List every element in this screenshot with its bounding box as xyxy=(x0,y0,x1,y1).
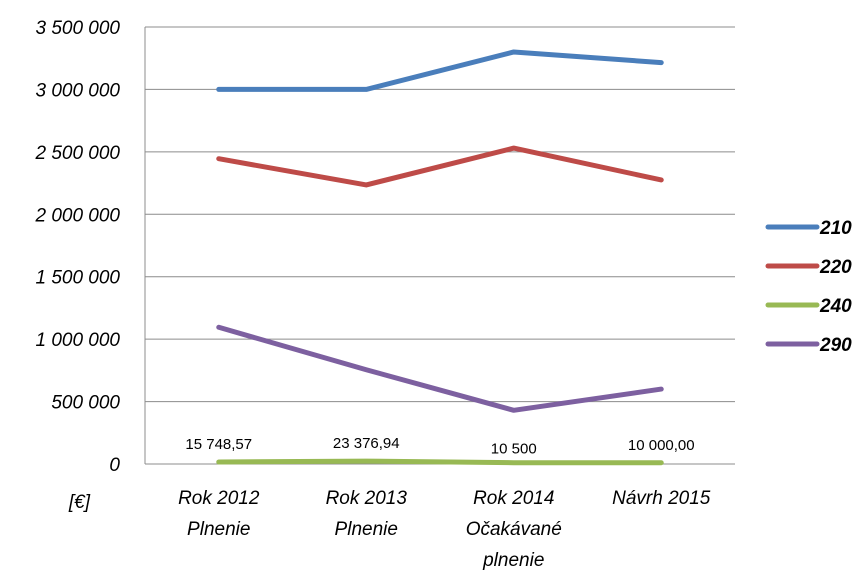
series-line-210 xyxy=(216,49,664,92)
y-axis-unit-label: [€] xyxy=(68,492,91,513)
y-tick-label: 0 xyxy=(109,455,120,476)
x-category-label: Rok 2012 xyxy=(178,488,260,509)
series-line-240 xyxy=(216,458,664,466)
data-label: 23 376,94 xyxy=(333,435,400,452)
series-line-220 xyxy=(216,145,664,188)
y-tick-label: 1 500 000 xyxy=(35,268,120,289)
legend-label: 290 xyxy=(819,335,852,356)
y-tick-label: 500 000 xyxy=(51,393,120,414)
y-tick-label: 2 500 000 xyxy=(34,143,120,164)
x-category-label: Plnenie xyxy=(187,519,250,540)
y-tick-label: 1 000 000 xyxy=(35,330,120,351)
y-tick-label: 3 000 000 xyxy=(35,80,120,101)
y-tick-label: 2 000 000 xyxy=(34,205,120,226)
x-category-label: Rok 2014 xyxy=(473,488,554,509)
x-category-label: Očakávané xyxy=(466,519,562,540)
data-label: 10 000,00 xyxy=(628,437,695,454)
x-category-label: Rok 2013 xyxy=(326,488,408,509)
y-tick-label: 3 500 000 xyxy=(35,18,120,39)
legend-label: 220 xyxy=(819,257,852,278)
x-category-label: Návrh 2015 xyxy=(612,488,711,509)
x-category-label: plnenie xyxy=(482,550,544,571)
legend-label: 240 xyxy=(819,296,852,317)
x-category-label: Plnenie xyxy=(335,519,398,540)
legend-label: 210 xyxy=(819,218,852,239)
data-label: 15 748,57 xyxy=(185,436,252,453)
data-label: 10 500 xyxy=(491,441,537,458)
series-line-290 xyxy=(216,324,664,413)
